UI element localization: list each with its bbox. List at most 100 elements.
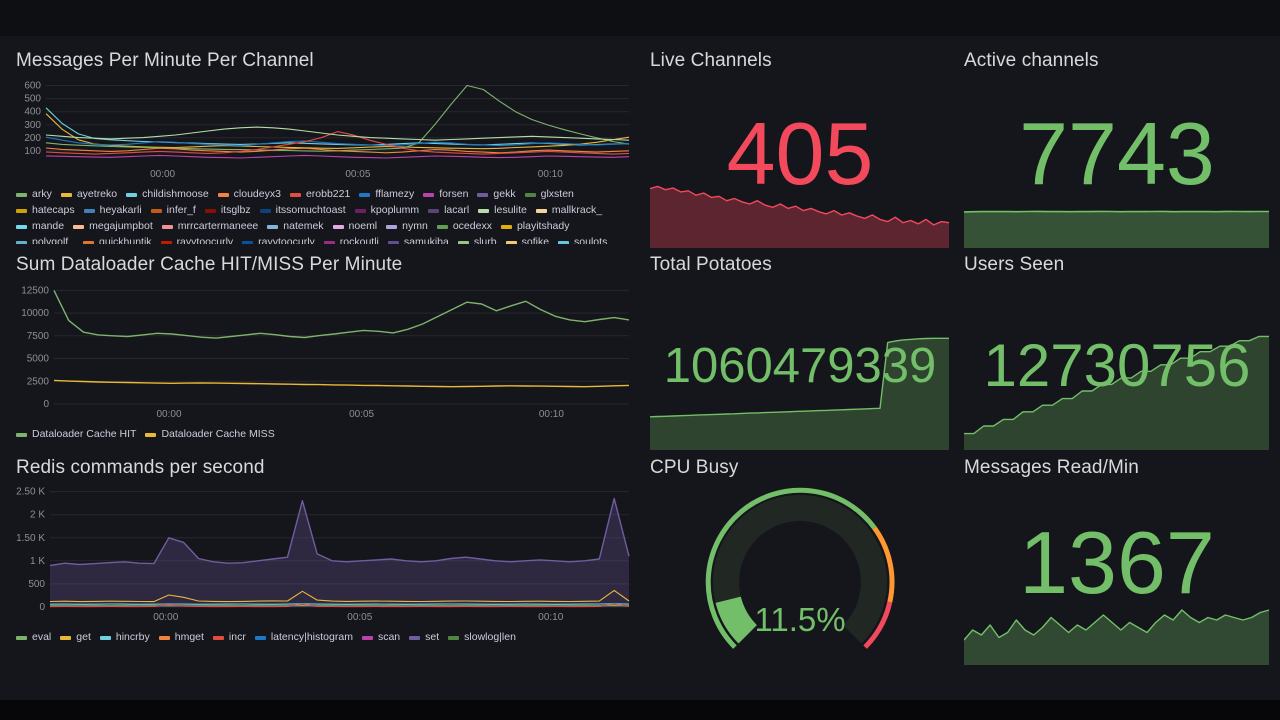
legend-item[interactable]: heyakarli [83,204,142,217]
legend-label: heyakarli [99,204,142,216]
legend-label: sofike [521,236,550,244]
legend-item[interactable]: slowlog|len [448,631,516,644]
legend-item[interactable]: hatecaps [16,204,75,217]
panel-title-dataloader[interactable]: Sum Dataloader Cache HIT/MISS Per Minute [16,254,403,275]
legend-item[interactable]: kpoplumm [354,204,420,217]
legend-item[interactable]: scan [361,631,401,644]
legend-label: rayytoocurly [258,236,315,244]
legend-item[interactable]: itssomuchtoast [259,204,346,217]
legend-item[interactable]: arky [16,188,52,201]
legend-item[interactable]: rockoutli [323,236,379,244]
legend-color-marker [361,635,373,640]
legend-color-marker [126,192,138,197]
svg-text:500: 500 [24,94,41,105]
legend-item[interactable]: soulots [558,236,607,244]
panel-title-total-potatoes[interactable]: Total Potatoes [650,254,772,275]
svg-text:00:10: 00:10 [538,612,563,623]
svg-text:00:00: 00:00 [153,612,178,623]
legend-item[interactable]: childishmoose [126,188,209,201]
legend-label: latency|histogram [270,631,353,643]
legend-item[interactable]: gekk [477,188,516,201]
legend-item[interactable]: glxsten [524,188,574,201]
legend-color-marker [83,208,95,213]
legend-label: playitshady [516,220,570,232]
legend-item[interactable]: mallkrack_ [535,204,602,217]
svg-text:0: 0 [43,399,49,410]
legend-label: Dataloader Cache HIT [32,428,137,440]
legend-item[interactable]: ayetreko [60,188,118,201]
legend-color-marker [386,224,398,229]
legend-color-marker [259,208,271,213]
messages-per-minute-chart[interactable]: 100 200 300 400 500 600 00:00 00:05 00:10 [16,76,630,180]
legend-item[interactable]: eval [16,631,51,644]
legend-label: ayetreko [76,188,118,200]
legend-color-marker [99,635,111,640]
legend-color-marker [150,208,162,213]
legend-item[interactable]: quickhuntik [83,236,152,244]
legend-item[interactable]: hincrby [99,631,150,644]
legend-item[interactable]: lesulite [478,204,527,217]
svg-text:400: 400 [24,107,41,118]
legend-item[interactable]: Dataloader Cache HIT [16,428,136,441]
redis-legend: eval get hincrby hmget incr latency|histogram… [16,631,630,647]
legend-item[interactable]: latency|histogram [254,631,353,644]
live-channels-value: 405 [726,104,874,203]
panel-title-messages[interactable]: Messages Per Minute Per Channel [16,50,314,71]
legend-label: samukiba [403,236,449,244]
legend-item[interactable]: erobb221 [289,188,350,201]
redis-commands-chart[interactable]: 0 500 1 K 1.50 K 2 K 2.50 K 00:00 00:05 00:10 [16,483,630,623]
legend-color-marker [558,240,570,244]
svg-text:600: 600 [24,81,41,92]
legend-color-marker [16,208,27,213]
legend-item[interactable]: hmget [158,631,204,644]
dataloader-cache-chart[interactable]: 0 2500 5000 7500 10000 12500 00:00 00:05 00:10 [16,280,630,420]
legend-item[interactable]: get [60,631,91,644]
legend-item[interactable]: lacarl [428,204,469,217]
svg-text:00:10: 00:10 [539,409,564,420]
legend-color-marker [242,240,254,244]
panel-title-cpu-busy[interactable]: CPU Busy [650,457,739,478]
panel-active-channels: Active channels 7743 [964,46,1270,248]
svg-text:00:10: 00:10 [538,169,563,180]
legend-label: kpoplumm [370,204,420,216]
legend-item[interactable]: polygolf_ [16,236,74,244]
legend-item[interactable]: ocedexx [436,220,492,233]
panel-users-seen: Users Seen 12730756 [964,250,1270,450]
legend-item[interactable]: incr [212,631,246,644]
panel-title-live-channels[interactable]: Live Channels [650,50,772,71]
legend-item[interactable]: megajumpbot [73,220,153,233]
legend-item[interactable]: samukiba [387,236,449,244]
legend-item[interactable]: sofike [505,236,550,244]
legend-label: gekk [493,188,516,200]
legend-item[interactable]: mrrcartermaneee [161,220,258,233]
legend-item[interactable]: fflamezy [359,188,414,201]
legend-color-marker [158,635,170,640]
legend-label: scan [377,631,401,643]
legend-color-marker [16,635,27,640]
legend-item[interactable]: itsglbz [204,204,251,217]
legend-item[interactable]: mande [16,220,64,233]
legend-item[interactable]: cloudeyx3 [217,188,281,201]
legend-item[interactable]: nymn [386,220,428,233]
legend-item[interactable]: infer_f [150,204,196,217]
legend-item[interactable]: set [409,631,439,644]
legend-item[interactable]: natemek [267,220,324,233]
panel-live-channels: Live Channels 405 [650,46,950,248]
legend-item[interactable]: forsen [423,188,468,201]
legend-item[interactable]: noeml [332,220,377,233]
legend-item[interactable]: slurb [457,236,497,244]
panel-title-active-channels[interactable]: Active channels [964,50,1099,71]
panel-title-users-seen[interactable]: Users Seen [964,254,1065,275]
messages-legend: arky ayetreko childishmoose cloudeyx3 erobb2… [16,188,630,244]
legend-label: hatecaps [32,204,75,216]
legend-color-marker [436,224,448,229]
legend-item[interactable]: rayytoocurly [160,236,233,244]
panel-dataloader-cache: Sum Dataloader Cache HIT/MISS Per Minute… [16,250,630,453]
panel-title-redis[interactable]: Redis commands per second [16,457,265,478]
legend-color-marker [254,635,266,640]
panel-title-messages-read[interactable]: Messages Read/Min [964,457,1139,478]
legend-item[interactable]: rayytoocurly [242,236,315,244]
legend-item[interactable]: Dataloader Cache MISS [145,428,275,441]
svg-text:12500: 12500 [21,285,49,296]
legend-item[interactable]: playitshady [500,220,570,233]
